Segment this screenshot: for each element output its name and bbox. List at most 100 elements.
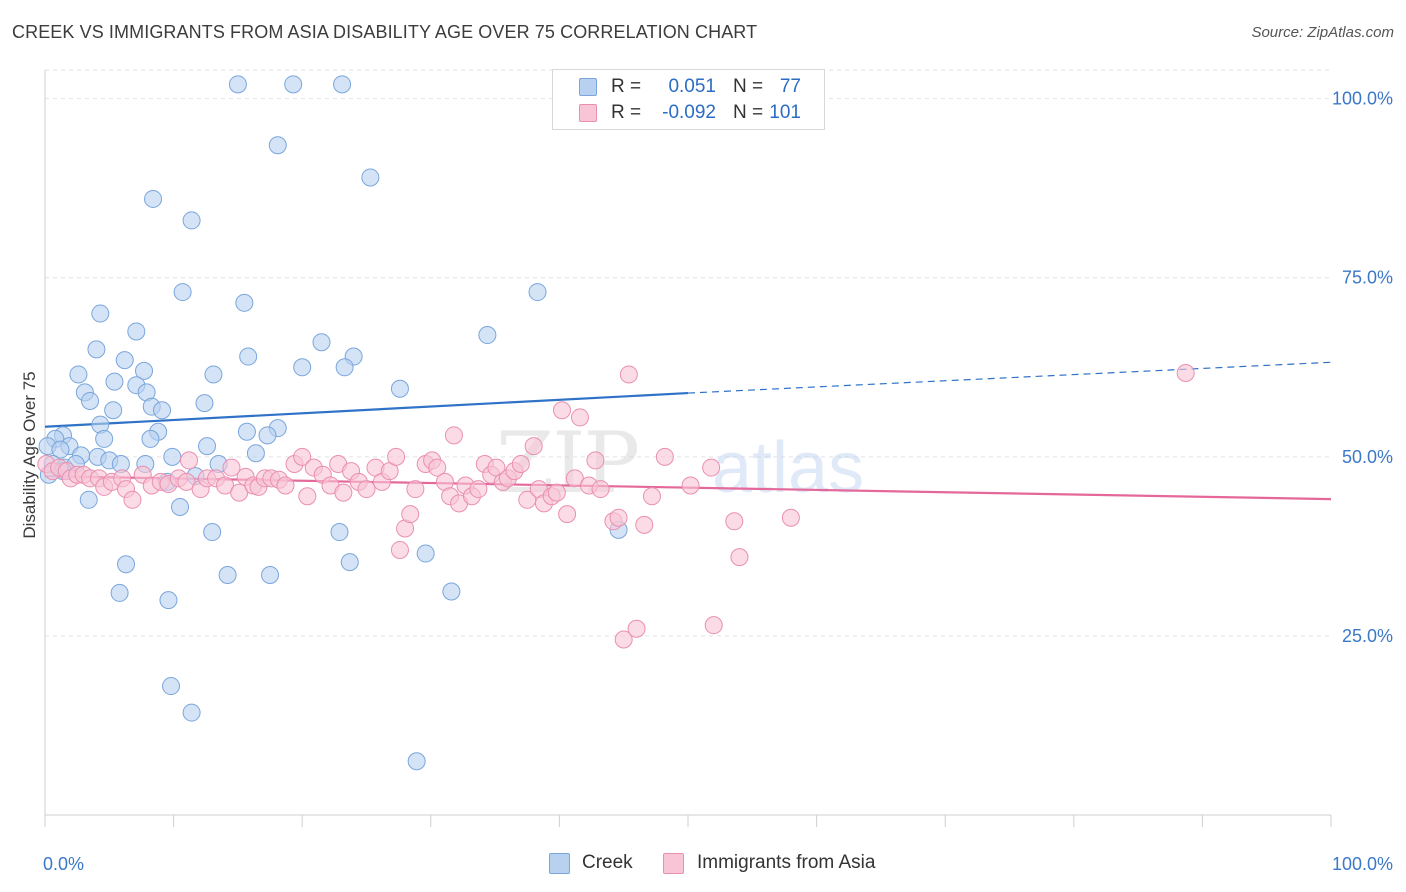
immigrants-from-asia-point — [565, 469, 584, 488]
legend-r-label: R = — [611, 102, 642, 123]
trend-line-creek — [44, 361, 1332, 428]
immigrants-from-asia-point — [681, 476, 700, 495]
creek-point — [87, 340, 106, 359]
legend-n-value: 77 — [779, 76, 801, 97]
y-tick-label: 100.0% — [1332, 89, 1393, 109]
creek-point — [330, 523, 349, 542]
creek-point — [105, 372, 124, 391]
immigrants-from-asia-point — [180, 451, 199, 470]
immigrants-from-asia-point — [469, 480, 488, 499]
immigrants-from-asia-point — [216, 476, 235, 495]
creek-point — [528, 283, 547, 302]
creek-point — [416, 544, 435, 563]
immigrants-from-asia-point — [609, 508, 628, 527]
y-tick-label: 50.0% — [1342, 447, 1393, 467]
creek-point — [228, 75, 247, 94]
creek-point — [91, 304, 110, 323]
creek-point — [333, 75, 352, 94]
immigrants-from-asia-point — [334, 483, 353, 502]
creek-point — [284, 75, 303, 94]
creek-point — [195, 394, 214, 413]
immigrants-from-asia-point — [1176, 364, 1195, 383]
creek-point — [204, 365, 223, 384]
creek-point — [335, 358, 354, 377]
creek-point — [258, 426, 277, 445]
legend-r-value: 0.051 — [668, 76, 716, 97]
x-tick-label: 100.0% — [1332, 854, 1393, 874]
x-tick-label: 0.0% — [43, 854, 84, 874]
creek-point — [235, 293, 254, 312]
immigrants-from-asia-point — [123, 490, 142, 509]
immigrants-from-asia-point — [635, 515, 654, 534]
creek-point — [51, 440, 70, 459]
immigrants-from-asia-point — [401, 505, 420, 524]
immigrants-from-asia-point — [444, 426, 463, 445]
creek-point — [104, 401, 123, 420]
immigrants-from-asia-point — [730, 548, 749, 567]
immigrants-from-asia-point — [614, 630, 633, 649]
bottom-legend-swatch-creek — [549, 853, 570, 874]
immigrants-from-asia-point — [552, 401, 571, 420]
immigrants-from-asia-point — [725, 512, 744, 531]
immigrants-from-asia-point — [293, 447, 312, 466]
creek-point — [182, 703, 201, 722]
creek-point — [390, 379, 409, 398]
creek-point — [79, 490, 98, 509]
source-label: Source: ZipAtlas.com — [1251, 24, 1394, 41]
immigrants-from-asia-point — [570, 408, 589, 427]
creek-point — [246, 444, 265, 463]
creek-point — [261, 566, 280, 585]
bottom-legend-label-immigrants-from-asia: Immigrants from Asia — [697, 852, 876, 873]
immigrants-from-asia-point — [627, 619, 646, 638]
immigrants-from-asia-point — [781, 508, 800, 527]
creek-point — [237, 422, 256, 441]
immigrants-from-asia-point — [357, 480, 376, 499]
immigrants-from-asia-point — [177, 472, 196, 491]
creek-point — [198, 437, 217, 456]
creek-point — [117, 555, 136, 574]
immigrants-from-asia-point — [704, 616, 723, 635]
creek-point — [141, 429, 160, 448]
immigrants-from-asia-point — [558, 505, 577, 524]
creek-point — [173, 283, 192, 302]
immigrants-from-asia-point — [390, 540, 409, 559]
immigrants-from-asia-point — [702, 458, 721, 477]
creek-point — [218, 566, 237, 585]
watermark-atlas: atlas — [712, 428, 864, 508]
immigrants-from-asia-point — [642, 487, 661, 506]
legend-r-label: R = — [611, 76, 642, 97]
creek-point — [135, 361, 154, 380]
creek-point — [268, 136, 287, 155]
trend-line-creek-solid — [44, 391, 689, 428]
legend-swatch-immigrants-from-asia — [579, 104, 597, 122]
creek-point — [239, 347, 258, 366]
bottom-legend-label-creek: Creek — [582, 852, 633, 873]
immigrants-from-asia-point — [387, 447, 406, 466]
trend-line-creek-dashed — [687, 361, 1332, 394]
creek-point — [442, 582, 461, 601]
data-points — [37, 75, 1195, 771]
immigrants-from-asia-point — [655, 447, 674, 466]
creek-point — [153, 401, 172, 420]
legend-n-label: N = — [733, 76, 764, 97]
axes — [44, 70, 1332, 827]
creek-point — [293, 358, 312, 377]
creek-point — [203, 523, 222, 542]
correlation-legend: R = 0.051 N = 77 R = -0.092 N = 101 — [552, 69, 825, 130]
creek-point — [144, 189, 163, 208]
chart-title: CREEK VS IMMIGRANTS FROM ASIA DISABILITY… — [12, 22, 758, 42]
creek-point — [162, 677, 181, 696]
y-tick-label: 75.0% — [1342, 268, 1393, 288]
legend-n-value: 101 — [769, 102, 801, 123]
immigrants-from-asia-point — [591, 480, 610, 499]
immigrants-from-asia-point — [547, 483, 566, 502]
bottom-legend-swatch-immigrants-from-asia — [663, 853, 684, 874]
creek-point — [407, 752, 426, 771]
immigrants-from-asia-point — [511, 454, 530, 473]
legend-swatch-creek — [579, 78, 597, 96]
creek-point — [182, 211, 201, 230]
creek-point — [69, 365, 88, 384]
immigrants-from-asia-point — [230, 483, 249, 502]
creek-point — [95, 429, 114, 448]
